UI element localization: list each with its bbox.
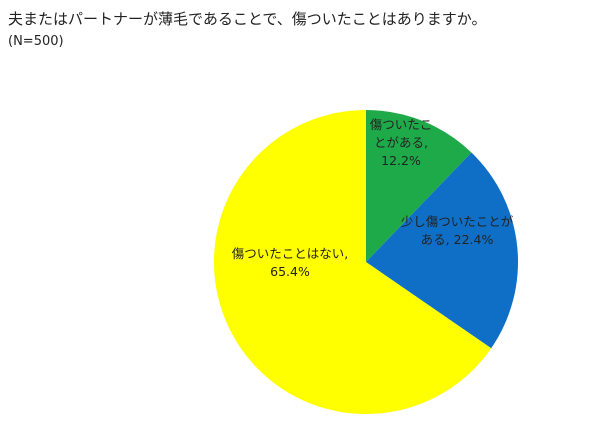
value-label: 12.2% [381,153,421,168]
value-label: 65.4% [270,264,310,279]
value-label: 22.4% [453,232,494,247]
category-label: 傷ついたことはない, [231,246,349,261]
slice-label: 少し傷ついたことがある, 22.4% [396,213,518,249]
slice-label: 傷ついたことはない, 65.4% [210,245,370,281]
chart-title: 夫またはパートナーが薄毛であることで、傷ついたことはありますか。 [8,10,487,28]
pie-slice [366,152,518,349]
chart-subtitle: (N=500) [8,34,64,49]
category-label: 少し傷ついたことがある, [400,214,514,247]
pie-slice [366,110,472,262]
pie-slice [214,110,492,414]
slice-label: 傷ついたことがある, 12.2% [366,116,436,170]
category-label: 傷ついたことがある, [369,117,433,150]
